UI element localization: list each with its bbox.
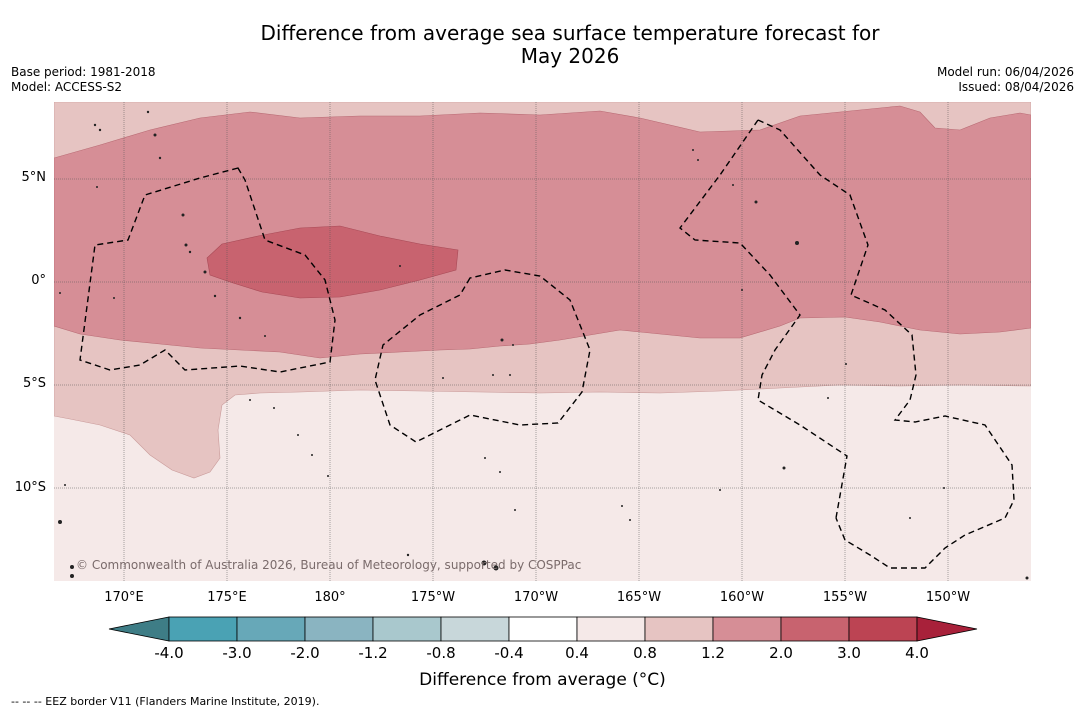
lat-label: 10°S xyxy=(14,480,46,495)
eez-border-east-upper xyxy=(679,119,848,519)
colorbar-segment xyxy=(576,616,646,642)
lon-label: 170°W xyxy=(513,590,559,605)
gridlines xyxy=(54,102,1031,581)
band-2-0-3-0 xyxy=(206,225,459,299)
lon-label: 150°W xyxy=(925,590,971,605)
issued-date: Issued: 08/04/2026 xyxy=(958,80,1074,94)
lon-label: 170°E xyxy=(104,590,144,605)
meta-left: Base period: 1981-2018 Model: ACCESS-S2 xyxy=(11,65,156,95)
colorbar-title: Difference from average (°C) xyxy=(419,670,666,690)
colorbar-tick: 0.4 xyxy=(565,644,589,662)
colorbar-segment xyxy=(440,616,510,642)
colorbar-tick: 0.8 xyxy=(633,644,657,662)
colorbar-segment xyxy=(372,616,442,642)
model-name: Model: ACCESS-S2 xyxy=(11,80,123,94)
colorbar-tick: -0.8 xyxy=(426,644,456,662)
colorbar-extend-low xyxy=(108,616,170,642)
colorbar-tick: 4.0 xyxy=(905,644,929,662)
eez-footnote: -- -- -- EEZ border V11 (Flanders Marine… xyxy=(11,695,320,708)
copyright-notice: © Commonwealth of Australia 2026, Bureau… xyxy=(76,558,582,572)
colorbar-extend-high xyxy=(916,616,978,642)
meta-right: Model run: 06/04/2026 Issued: 08/04/2026 xyxy=(937,65,1074,95)
colorbar-segment xyxy=(508,616,578,642)
lon-label: 180° xyxy=(314,590,346,605)
colorbar-segment xyxy=(304,616,374,642)
colorbar-segment xyxy=(168,616,238,642)
lat-label: 0° xyxy=(31,273,46,288)
base-period: Base period: 1981-2018 xyxy=(11,65,156,79)
lat-label: 5°S xyxy=(22,376,46,391)
eez-border-west xyxy=(79,167,336,373)
lat-label: 5°N xyxy=(21,170,47,185)
colorbar-segment xyxy=(644,616,714,642)
colorbar-segment xyxy=(780,616,850,642)
colorbar-tick: -0.4 xyxy=(494,644,524,662)
colorbar-tick: -1.2 xyxy=(358,644,388,662)
islands xyxy=(58,110,1029,580)
colorbar-tick: -4.0 xyxy=(154,644,184,662)
lon-label: 175°E xyxy=(207,590,247,605)
colorbar-segment xyxy=(236,616,306,642)
colorbar-tick: -2.0 xyxy=(290,644,320,662)
colorbar-tick: -3.0 xyxy=(222,644,252,662)
colorbar-tick: 3.0 xyxy=(837,644,861,662)
lon-label: 175°W xyxy=(410,590,456,605)
eez-borders xyxy=(79,119,1015,569)
lon-label: 165°W xyxy=(616,590,662,605)
colorbar-segment xyxy=(848,616,918,642)
eez-border-central xyxy=(374,269,591,443)
eez-border-east-lower xyxy=(757,119,1015,569)
colorbar xyxy=(108,616,978,642)
lon-label: 155°W xyxy=(822,590,868,605)
colorbar-tick: 2.0 xyxy=(769,644,793,662)
colorbar-segment xyxy=(712,616,782,642)
model-run: Model run: 06/04/2026 xyxy=(936,65,1074,79)
title-line-1: Difference from average sea surface temp… xyxy=(260,21,880,45)
lon-label: 160°W xyxy=(719,590,765,605)
colorbar-tick: 1.2 xyxy=(701,644,725,662)
title-line-2: May 2026 xyxy=(520,44,620,68)
chart-title: Difference from average sea surface temp… xyxy=(0,22,1085,68)
band-1-2-2-0 xyxy=(54,105,1031,359)
